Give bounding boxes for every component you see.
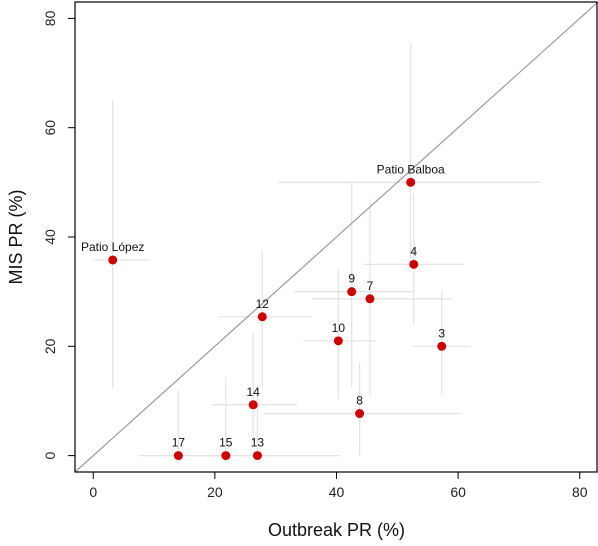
point-8-label: 8 bbox=[356, 394, 363, 408]
point-4-label: 4 bbox=[410, 244, 417, 258]
point-17-marker bbox=[173, 451, 183, 461]
point-15-marker bbox=[221, 451, 231, 461]
point-15-label: 15 bbox=[219, 436, 233, 450]
point-9-marker bbox=[347, 287, 357, 297]
point-14-label: 14 bbox=[247, 385, 261, 399]
x-tick-label: 20 bbox=[207, 484, 223, 500]
point-4-marker bbox=[409, 259, 419, 269]
x-tick-label: 0 bbox=[89, 484, 97, 500]
point-13-marker bbox=[252, 451, 262, 461]
point-17-label: 17 bbox=[172, 436, 186, 450]
x-tick-label: 60 bbox=[450, 484, 466, 500]
point-patio-balboa-label: Patio Balboa bbox=[377, 162, 445, 176]
point-13-label: 13 bbox=[251, 436, 265, 450]
point-10-marker bbox=[333, 336, 343, 346]
data-points bbox=[108, 177, 447, 461]
point-10-label: 10 bbox=[332, 321, 346, 335]
point-12-label: 12 bbox=[256, 297, 270, 311]
point-labels: Patio Balboa Patio López 4 97 12 10 3 14 8 17 15 13 bbox=[81, 162, 445, 449]
x-tick-label: 80 bbox=[572, 484, 588, 500]
y-axis-title: MIS PR (%) bbox=[6, 189, 26, 284]
y-axis-ticks: 0 20 40 60 80 bbox=[42, 10, 75, 460]
point-14-marker bbox=[248, 400, 258, 410]
y-tick-label: 20 bbox=[42, 338, 58, 354]
point-9-label: 9 bbox=[348, 272, 355, 286]
point-7-marker bbox=[365, 294, 375, 304]
point-patio-l-pez-marker bbox=[108, 255, 118, 265]
x-axis-ticks: 0 20 40 60 80 bbox=[89, 472, 588, 500]
error-bars bbox=[93, 42, 541, 457]
point-8-marker bbox=[355, 409, 365, 419]
identity-line bbox=[74, 1, 598, 473]
y-tick-label: 60 bbox=[42, 120, 58, 136]
point-12-marker bbox=[257, 312, 267, 322]
y-tick-label: 0 bbox=[42, 452, 58, 460]
point-patio-balboa-marker bbox=[406, 177, 416, 187]
x-tick-label: 40 bbox=[329, 484, 345, 500]
point-7-label: 7 bbox=[367, 279, 374, 293]
point-3-marker bbox=[437, 341, 447, 351]
y-tick-label: 40 bbox=[42, 229, 58, 245]
x-axis-title: Outbreak PR (%) bbox=[268, 520, 405, 540]
point-3-label: 3 bbox=[438, 326, 445, 340]
y-tick-label: 80 bbox=[42, 10, 58, 26]
point-patio-l-pez-label: Patio López bbox=[81, 240, 144, 254]
